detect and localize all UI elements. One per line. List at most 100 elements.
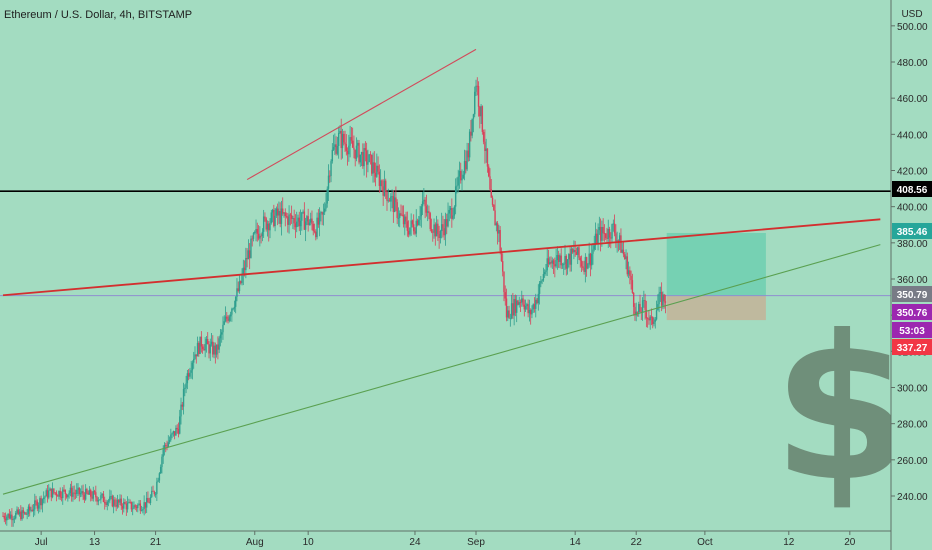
- candle-body: [315, 231, 317, 238]
- candle-body: [372, 162, 374, 174]
- candle-body: [508, 310, 510, 319]
- candle-body: [569, 253, 571, 265]
- candle-body: [587, 264, 589, 269]
- price-axis[interactable]: USD 500.00 480.00 460.00 440.00 420.00 400.00 3…: [890, 0, 932, 550]
- candle-body: [472, 114, 475, 119]
- candle-body: [604, 233, 607, 239]
- top-wedge-trendline[interactable]: [246, 48, 477, 181]
- candle-body: [232, 308, 234, 310]
- candle-body: [662, 294, 664, 306]
- candle-body: [48, 490, 50, 498]
- candle-body: [644, 300, 646, 310]
- candle-body: [87, 492, 89, 495]
- candle-body: [415, 220, 417, 234]
- candle-body: [560, 255, 562, 266]
- candle-body: [405, 216, 407, 222]
- candle-body: [340, 130, 342, 149]
- price-tick-label: 240.00: [897, 492, 928, 503]
- candle-body: [634, 306, 636, 316]
- candle-body: [334, 144, 336, 148]
- candle-body: [648, 318, 650, 321]
- candle-body: [126, 502, 129, 510]
- candle-body: [365, 150, 368, 165]
- candle-body: [589, 253, 592, 266]
- candle-body: [35, 500, 37, 502]
- candle-body: [326, 188, 328, 204]
- candle-body: [82, 491, 84, 495]
- candle-body: [345, 144, 348, 151]
- candle-body: [204, 344, 206, 351]
- price-tick-label: 380.00: [897, 239, 928, 250]
- candle-body: [622, 249, 625, 255]
- candle-body: [542, 274, 545, 281]
- candle-body: [121, 505, 124, 509]
- candle-body: [20, 511, 22, 520]
- candle-body: [140, 510, 143, 512]
- candle-body: [23, 512, 26, 514]
- candle-body: [621, 249, 623, 253]
- candle-body: [128, 501, 130, 503]
- candle-body: [379, 180, 382, 186]
- price-tag-label: 408.56: [897, 185, 928, 196]
- candle-body: [306, 216, 308, 222]
- candle-body: [654, 319, 656, 322]
- candle-body: [411, 220, 414, 225]
- candle-body: [259, 235, 261, 239]
- position-box[interactable]: [666, 232, 766, 321]
- candle-body: [109, 496, 111, 501]
- candle-body: [76, 489, 78, 494]
- candle-body: [32, 509, 35, 511]
- candle-body: [194, 354, 196, 359]
- candle-body: [312, 223, 314, 231]
- horizontal-lines[interactable]: [0, 190, 891, 297]
- candle-body: [265, 218, 267, 230]
- candle-body: [357, 142, 359, 146]
- candle-body: [523, 304, 526, 310]
- profit-zone[interactable]: [666, 232, 766, 296]
- candle-body: [364, 148, 367, 151]
- candle-body: [401, 214, 403, 216]
- candle-body: [330, 161, 332, 176]
- candle-body: [509, 318, 512, 320]
- candle-body: [42, 497, 45, 500]
- red-support-trendline[interactable]: [2, 218, 881, 297]
- trend-lines[interactable]: [2, 48, 881, 495]
- candle-body: [148, 502, 150, 504]
- candle-body: [254, 231, 256, 234]
- candle-body: [471, 118, 473, 136]
- candle-body: [275, 208, 278, 216]
- candle-body: [125, 503, 128, 510]
- candle-body: [475, 85, 477, 92]
- candle-body: [337, 133, 340, 146]
- candle-body: [256, 228, 259, 234]
- candle-body: [56, 495, 59, 497]
- candle-body: [159, 467, 162, 474]
- candle-body: [290, 215, 293, 219]
- candle-body: [149, 496, 152, 503]
- candle-body: [457, 176, 459, 186]
- candle-body: [248, 250, 251, 258]
- candle-body: [6, 516, 8, 521]
- candle-body: [304, 221, 307, 230]
- candle-body: [515, 300, 518, 313]
- candle-body: [559, 255, 561, 262]
- candle-body: [222, 324, 224, 333]
- stop-zone[interactable]: [666, 295, 766, 321]
- candle-body: [607, 228, 609, 239]
- candle-body: [526, 304, 528, 307]
- candle-body: [495, 223, 498, 226]
- candle-body: [350, 137, 353, 141]
- candle-body: [658, 293, 660, 305]
- candle-body: [611, 224, 613, 239]
- time-tick-label: Oct: [697, 537, 713, 548]
- candle-body: [138, 503, 140, 505]
- candle-body: [468, 131, 471, 158]
- candle-body: [359, 154, 361, 163]
- candle-body: [550, 262, 552, 264]
- time-axis[interactable]: Jul 13 21 Aug 10 24 Sep 14 22 Oct 12 20: [0, 530, 891, 548]
- candle-body: [329, 175, 331, 177]
- price-tick-label: 500.00: [897, 22, 928, 33]
- candle-body: [538, 283, 541, 294]
- green-support-trendline[interactable]: [2, 244, 881, 495]
